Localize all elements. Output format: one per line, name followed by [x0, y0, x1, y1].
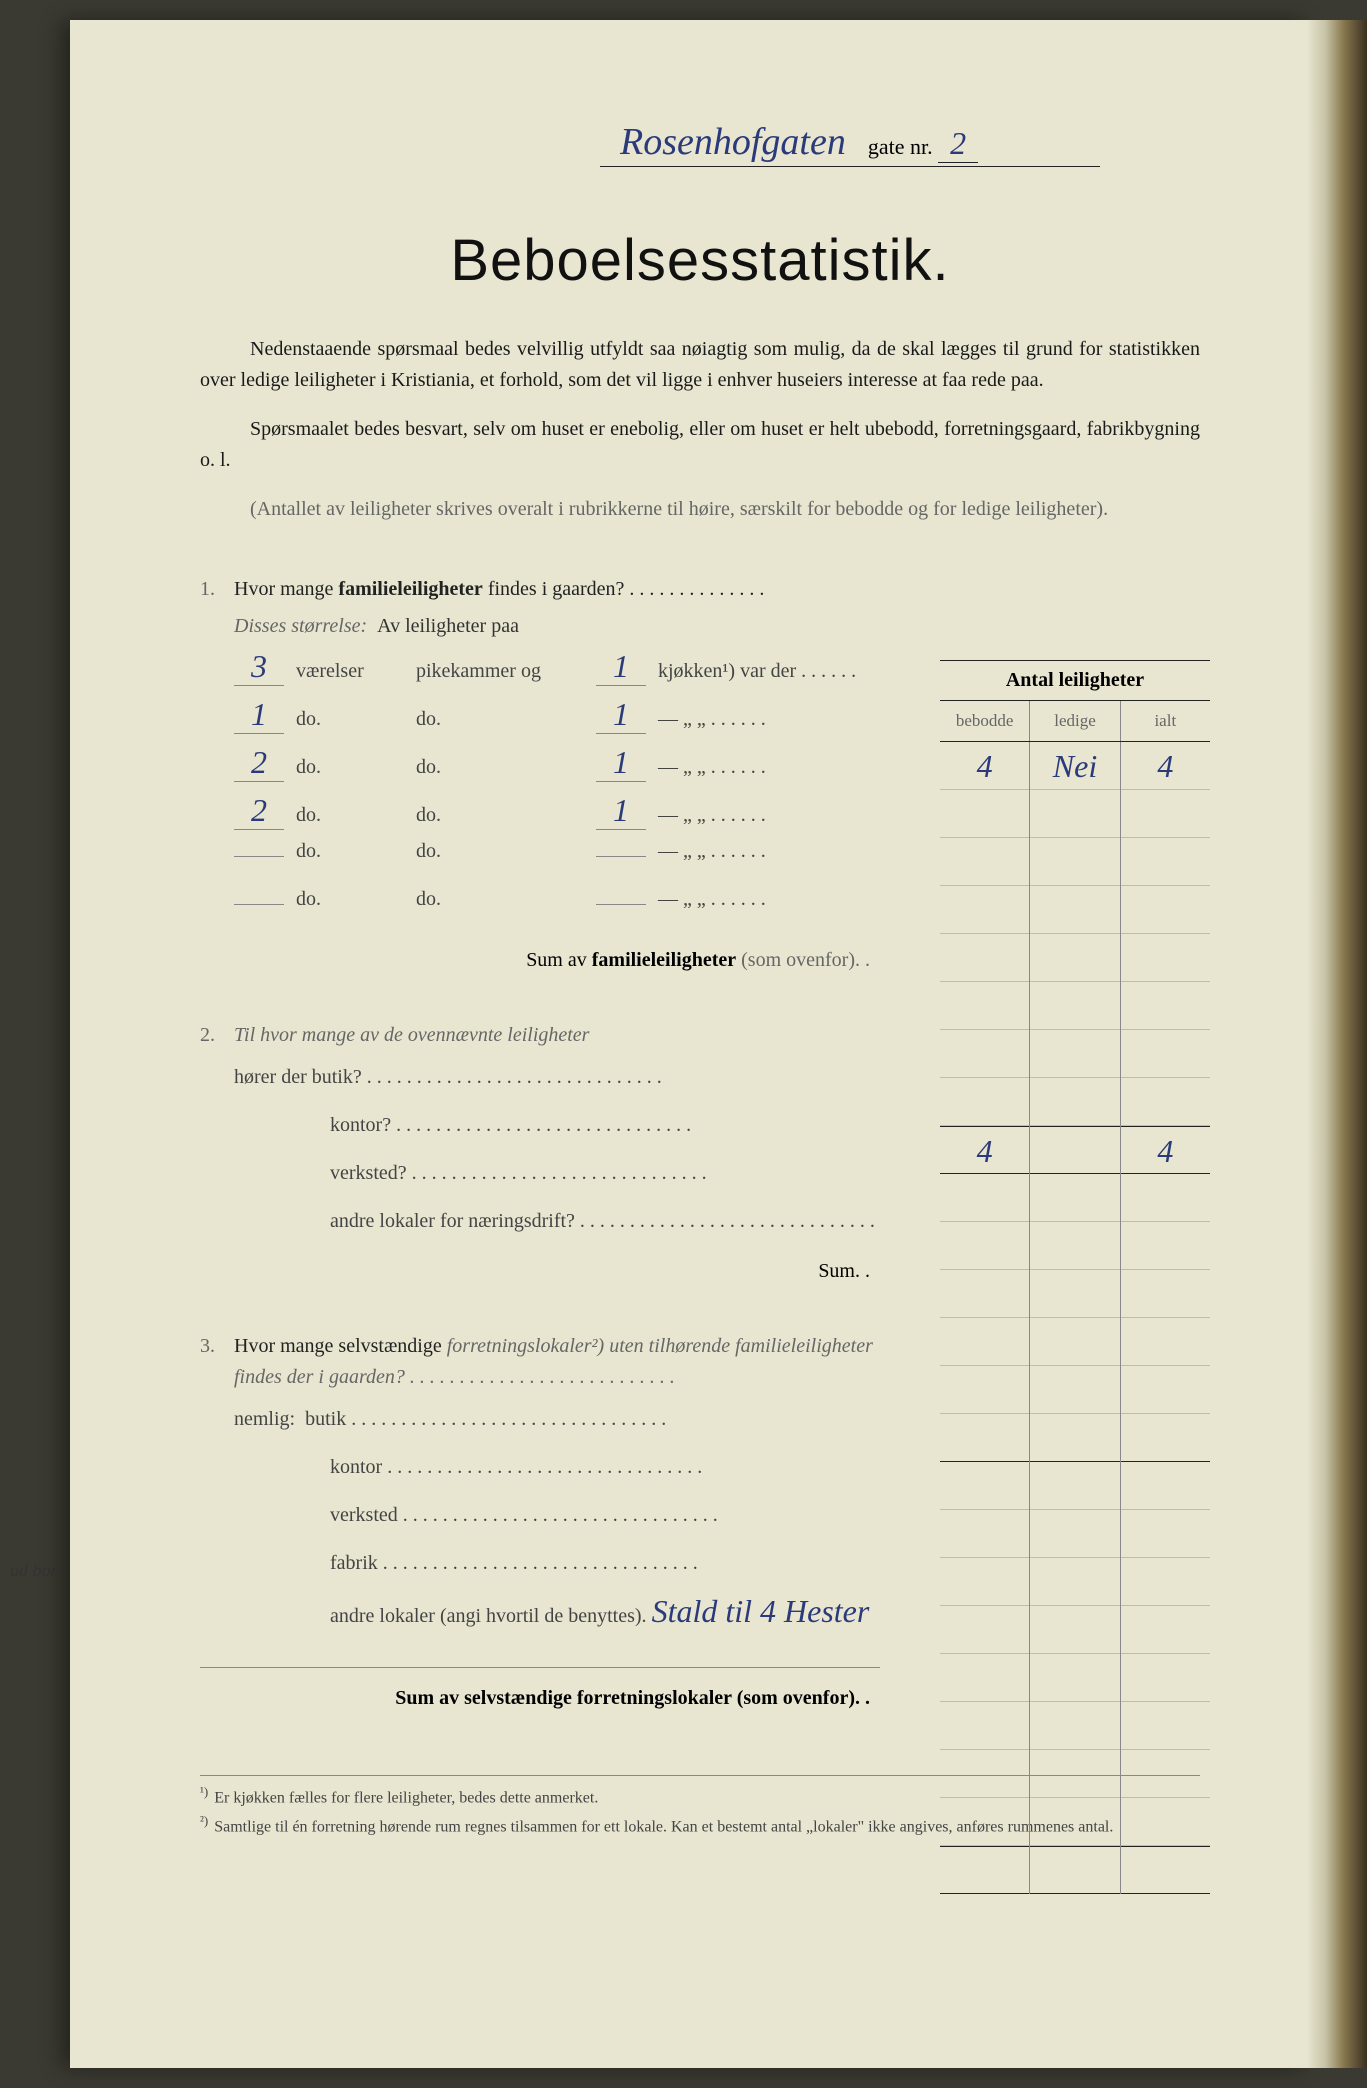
q2-text: Til hvor mange av de ovennævnte leilighe…	[234, 1024, 880, 1047]
page-title: Beboelsesstatistik.	[200, 227, 1200, 294]
q2-number: 2.	[200, 1024, 234, 1047]
page: ud bor Rosenhofgaten gate nr. 2 Beboelse…	[0, 20, 1367, 2068]
gate-number: 2	[938, 124, 978, 163]
q1-number: 1.	[200, 578, 234, 601]
col-ledige: ledige	[1030, 701, 1120, 741]
rooms-value: 2	[234, 744, 284, 782]
count-table: Antal leiligheter bebodde ledige ialt 4 …	[940, 660, 1210, 1894]
q3-sum: Sum av selvstændige forretningslokaler (…	[200, 1667, 880, 1715]
q1-ledige: Nei	[1053, 748, 1097, 784]
col-bebodde: bebodde	[940, 701, 1030, 741]
questions-area: 1. Hvor mange familieleiligheter findes …	[200, 553, 880, 1715]
intro-paragraph-1: Nedenstaaende spørsmaal bedes velvillig …	[200, 334, 1200, 396]
q3-item: kontor . . . . . . . . . . . . . . . . .…	[200, 1445, 880, 1493]
rooms-value: 1	[234, 696, 284, 734]
q1-ialt: 4	[1157, 748, 1173, 784]
col-ialt: ialt	[1121, 701, 1210, 741]
q1-sum-ialt: 4	[1157, 1133, 1173, 1169]
kitchen-value: 1	[596, 744, 646, 782]
q3-number: 3.	[200, 1335, 234, 1358]
table-col-ledige: Nei	[1030, 742, 1120, 1894]
q1-bebodde: 4	[977, 748, 993, 784]
q3-row2: findes der i gaarden? . . . . . . . . . …	[200, 1366, 880, 1389]
intro-paragraph-3: (Antallet av leiligheter skrives overalt…	[200, 494, 1200, 525]
q1-sum-bebodde: 4	[977, 1133, 993, 1169]
q1-sum-row: Sum av familieleiligheter (som ovenfor).…	[200, 936, 880, 984]
size-row: 3værelserpikekammer og1kjøkken¹) var der…	[200, 648, 880, 696]
size-row: do.do.— „ „ . . . . . .	[200, 840, 880, 888]
rooms-value	[234, 904, 284, 905]
q1-text-b: findes i gaarden?	[483, 578, 625, 600]
q1-disses: Disses størrelse: Av leiligheter paa	[200, 615, 880, 638]
q3-andre: andre lokaler (angi hvortil de benyttes)…	[200, 1589, 880, 1637]
size-row: do.do.— „ „ . . . . . .	[200, 888, 880, 936]
size-row: 2do.do.1— „ „ . . . . . .	[200, 792, 880, 840]
q1-row: 1. Hvor mange familieleiligheter findes …	[200, 553, 880, 601]
q3-andre-handwritten: Stald til 4 Hester	[652, 1593, 870, 1629]
q2-item: andre lokaler for næringsdrift? . . . . …	[200, 1199, 880, 1247]
q3-nemlig: nemlig: butik . . . . . . . . . . . . . …	[200, 1397, 880, 1445]
street-handwritten: Rosenhofgaten	[620, 121, 846, 163]
table-subheader: bebodde ledige ialt	[940, 701, 1210, 742]
table-header-main: Antal leiligheter	[940, 660, 1210, 701]
kitchen-value	[596, 856, 646, 857]
q3-row: 3. Hvor mange selvstændige forretningslo…	[200, 1335, 880, 1358]
q3-item: fabrik . . . . . . . . . . . . . . . . .…	[200, 1541, 880, 1589]
gate-label: gate nr.	[868, 134, 933, 159]
q2-item: hører der butik? . . . . . . . . . . . .…	[200, 1055, 880, 1103]
rooms-value	[234, 856, 284, 857]
document-paper: Rosenhofgaten gate nr. 2 Beboelsesstatis…	[70, 20, 1310, 2068]
kitchen-value: 1	[596, 792, 646, 830]
table-col-bebodde: 4 4	[940, 742, 1030, 1894]
q1-text-a: Hvor mange	[234, 578, 338, 600]
size-row: 2do.do.1— „ „ . . . . . .	[200, 744, 880, 792]
q2-item: kontor? . . . . . . . . . . . . . . . . …	[200, 1103, 880, 1151]
q3-item: verksted . . . . . . . . . . . . . . . .…	[200, 1493, 880, 1541]
q1-text-bold: familieleiligheter	[338, 578, 482, 600]
q2-item: verksted? . . . . . . . . . . . . . . . …	[200, 1151, 880, 1199]
kitchen-value: 1	[596, 696, 646, 734]
rooms-value: 3	[234, 648, 284, 686]
header-line: Rosenhofgaten gate nr. 2	[200, 120, 1100, 167]
kitchen-value	[596, 904, 646, 905]
table-col-ialt: 4 4	[1121, 742, 1210, 1894]
intro-paragraph-2: Spørsmaalet bedes besvart, selv om huset…	[200, 414, 1200, 476]
book-binding	[1307, 20, 1367, 2068]
kitchen-value: 1	[596, 648, 646, 686]
size-row: 1do.do.1— „ „ . . . . . .	[200, 696, 880, 744]
q2-row: 2. Til hvor mange av de ovennævnte leili…	[200, 1024, 880, 1047]
rooms-value: 2	[234, 792, 284, 830]
margin-annotation: ud bor	[10, 1560, 58, 1581]
q2-sum: Sum. .	[200, 1247, 880, 1295]
